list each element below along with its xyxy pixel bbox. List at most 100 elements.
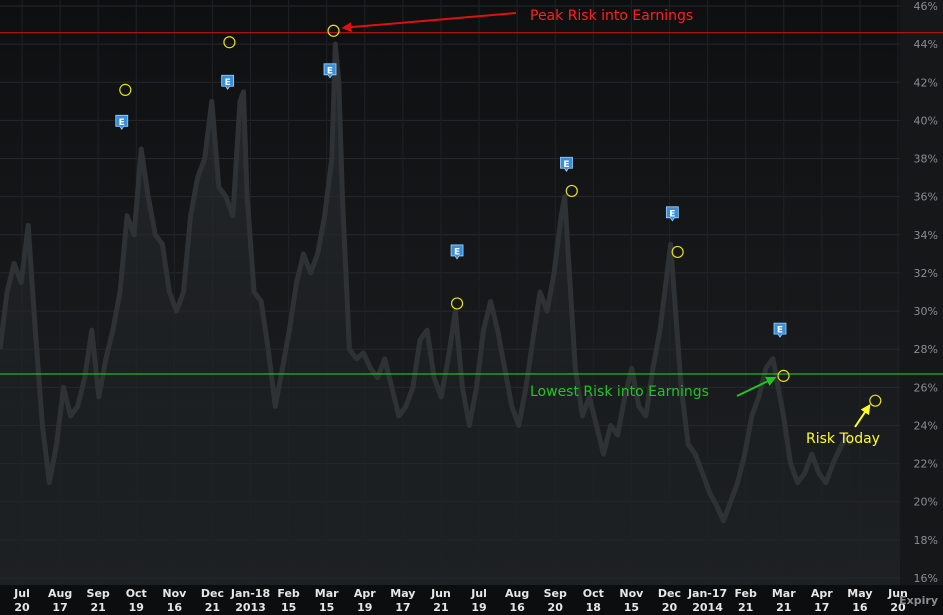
x-tick-label-day: 18 — [586, 601, 601, 614]
highlight-circle — [327, 24, 340, 37]
x-tick-label-day: 21 — [433, 601, 448, 614]
y-tick-label: 42% — [914, 76, 938, 89]
x-tick-label-day: 21 — [91, 601, 106, 614]
y-tick-label: 44% — [914, 38, 938, 51]
x-tick-label-month: Nov — [619, 587, 644, 600]
earnings-marker: E — [773, 322, 787, 338]
lowest-risk-arrow — [736, 376, 777, 397]
earnings-marker-badge — [323, 63, 337, 79]
y-tick-label: 22% — [914, 458, 938, 471]
x-tick-label-month: Apr — [811, 587, 833, 600]
earnings-marker-label: E — [225, 78, 231, 88]
earnings-marker: E — [323, 63, 337, 79]
axis-background-bottom — [0, 585, 943, 615]
peak-risk-arrow — [341, 12, 517, 33]
x-tick-label-month: Sep — [544, 587, 567, 600]
x-tick-label-day: 17 — [52, 601, 67, 614]
x-tick-label-month: Jun — [887, 587, 908, 600]
x-tick-label-day: 2014 — [692, 601, 723, 614]
x-tick-label-month: Dec — [658, 587, 681, 600]
x-axis-label: Expiry — [899, 594, 938, 607]
x-tick-label-day: 15 — [281, 601, 296, 614]
x-tick-label-month: Feb — [734, 587, 757, 600]
earnings-marker: E — [450, 244, 464, 260]
x-tick-label-day: 20 — [14, 601, 30, 614]
x-tick-label-month: Jul — [470, 587, 487, 600]
earnings-marker-label: E — [327, 66, 333, 76]
y-axis: 16% 18% 20% 22% 24% 26% 28% 30% 32% 34% 36% 38% 40% 4… — [914, 0, 938, 585]
earnings-marker: E — [115, 114, 129, 131]
x-tick-label-day: 15 — [319, 601, 334, 614]
y-tick-label: 18% — [914, 534, 938, 547]
earnings-marker-badge — [665, 206, 679, 222]
highlight-circle — [671, 245, 684, 259]
series-area — [0, 44, 851, 579]
y-tick-label: 30% — [914, 305, 938, 318]
risk-today-annotation: Risk Today — [806, 431, 880, 447]
earnings-marker: E — [560, 156, 573, 172]
reference-lines — [0, 32, 943, 375]
x-tick-label-day: 16 — [509, 601, 525, 614]
y-tick-label: 32% — [914, 267, 938, 280]
x-tick-label-month: Feb — [277, 587, 300, 600]
x-tick-label-day: 20 — [890, 601, 906, 614]
x-tick-label-day: 21 — [205, 601, 220, 614]
earnings-marker: E — [221, 74, 235, 90]
earnings-marker-label: E — [563, 160, 569, 170]
y-tick-label: 16% — [914, 572, 938, 585]
y-tick-label: 24% — [914, 419, 938, 432]
lowest-risk-annotation: Lowest Risk into Earnings — [530, 384, 709, 400]
x-tick-label-day: 15 — [624, 601, 639, 614]
x-tick-label-month: Apr — [354, 587, 376, 600]
series-line — [0, 41, 853, 524]
x-tick-label-day: 20 — [548, 601, 564, 614]
earnings-marker: E — [665, 206, 679, 222]
highlight-circle — [565, 184, 578, 198]
y-tick-label: 20% — [914, 496, 938, 509]
earnings-marker-label: E — [119, 118, 125, 128]
x-tick-label-month: Jul — [13, 587, 30, 600]
peak-risk-annotation: Peak Risk into Earnings — [530, 8, 693, 24]
earnings-marker-badge — [560, 156, 573, 172]
highlight-circle — [450, 297, 464, 310]
x-tick-label-month: Jan-17 — [687, 587, 727, 600]
y-tick-label: 34% — [914, 229, 938, 242]
highlight-points — [119, 24, 882, 407]
highlight-circle — [119, 83, 132, 96]
y-tick-label: 28% — [914, 343, 938, 356]
x-tick-label-day: 19 — [129, 601, 144, 614]
x-tick-label-month: May — [390, 587, 415, 600]
y-tick-label: 36% — [914, 191, 938, 204]
x-tick-label-month: Jun — [430, 587, 451, 600]
earnings-marker-label: E — [669, 209, 675, 219]
highlight-circle — [777, 369, 790, 382]
x-tick-label-month: Aug — [505, 587, 529, 600]
risk-today-arrow — [854, 404, 871, 428]
x-tick-label-day: 19 — [357, 601, 372, 614]
earnings-marker-badge — [450, 244, 464, 260]
y-tick-label: 26% — [914, 381, 938, 394]
earnings-markers: E E E E E E E — [115, 63, 787, 338]
x-tick-label-month: Oct — [126, 587, 147, 600]
x-tick-label-day: 20 — [662, 601, 678, 614]
x-tick-label-day: 19 — [471, 601, 486, 614]
earnings-marker-badge — [221, 74, 235, 90]
earnings-marker-badge — [773, 322, 787, 338]
x-tick-label-day: 17 — [814, 601, 829, 614]
x-tick-label-month: Mar — [315, 587, 339, 600]
highlight-circle — [223, 36, 236, 49]
volatility-area — [0, 41, 853, 579]
x-tick-label-month: Mar — [772, 587, 796, 600]
earnings-marker-label: E — [454, 247, 460, 257]
x-tick-label-month: Dec — [201, 587, 224, 600]
x-tick-label-month: Nov — [162, 587, 187, 600]
x-tick-label-month: Sep — [87, 587, 110, 600]
x-axis: Jul20Aug17Sep21Oct19Nov16Dec21Jan-182013… — [13, 587, 938, 614]
highlight-circle — [869, 394, 882, 407]
x-tick-label-day: 17 — [395, 601, 410, 614]
axis-background-right — [900, 0, 943, 615]
earnings-marker-badge — [115, 114, 129, 131]
x-tick-label-day: 21 — [738, 601, 753, 614]
